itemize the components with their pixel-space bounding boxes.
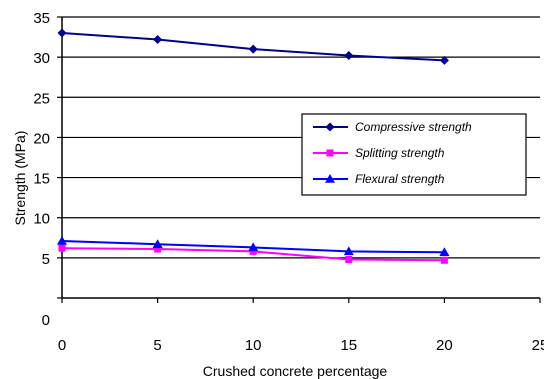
y-tick-label: 0: [42, 312, 50, 329]
y-tick-label: 30: [33, 50, 50, 67]
x-tick-label: 25: [532, 337, 544, 354]
x-tick-label: 5: [153, 337, 161, 354]
series-2: [57, 235, 450, 256]
x-tick-label: 0: [58, 337, 66, 354]
y-tick-label: 35: [33, 10, 50, 27]
x-tick-label: 10: [245, 337, 262, 354]
data-point: [343, 246, 354, 256]
x-tick-label: 15: [340, 337, 357, 354]
data-point: [440, 256, 448, 264]
legend-marker: [325, 122, 335, 132]
data-point: [439, 55, 449, 65]
legend-label: Compressive strength: [355, 120, 472, 134]
x-axis-title: Crushed concrete percentage: [203, 363, 388, 379]
data-point: [154, 245, 162, 253]
legend-marker: [325, 174, 335, 183]
legend: Compressive strength Splitting strength Fl…: [301, 113, 527, 196]
y-tick-label: 20: [33, 130, 50, 147]
series-0: [57, 28, 449, 65]
data-point: [152, 239, 163, 248]
data-point: [153, 34, 163, 44]
gridlines: [62, 16, 540, 259]
y-tick-label: 10: [33, 211, 50, 228]
data-point: [345, 255, 353, 263]
data-point: [248, 242, 259, 252]
data-point: [248, 44, 258, 54]
x-tick-label: 20: [436, 337, 453, 354]
data-point: [344, 51, 354, 61]
legend-marker: [326, 149, 334, 157]
y-tick-label: 15: [33, 171, 50, 188]
legend-label: Flexural strength: [355, 172, 445, 186]
data-point: [249, 247, 257, 255]
data-point: [439, 247, 450, 256]
y-tick-label: 5: [42, 251, 50, 268]
series-1: [58, 244, 448, 264]
legend-label: Splitting strength: [355, 146, 445, 160]
y-axis-title: Strength (MPa): [12, 131, 28, 226]
data-point: [57, 235, 67, 245]
y-tick-label: 25: [33, 90, 50, 107]
data-point: [57, 28, 67, 38]
data-point: [58, 244, 66, 252]
